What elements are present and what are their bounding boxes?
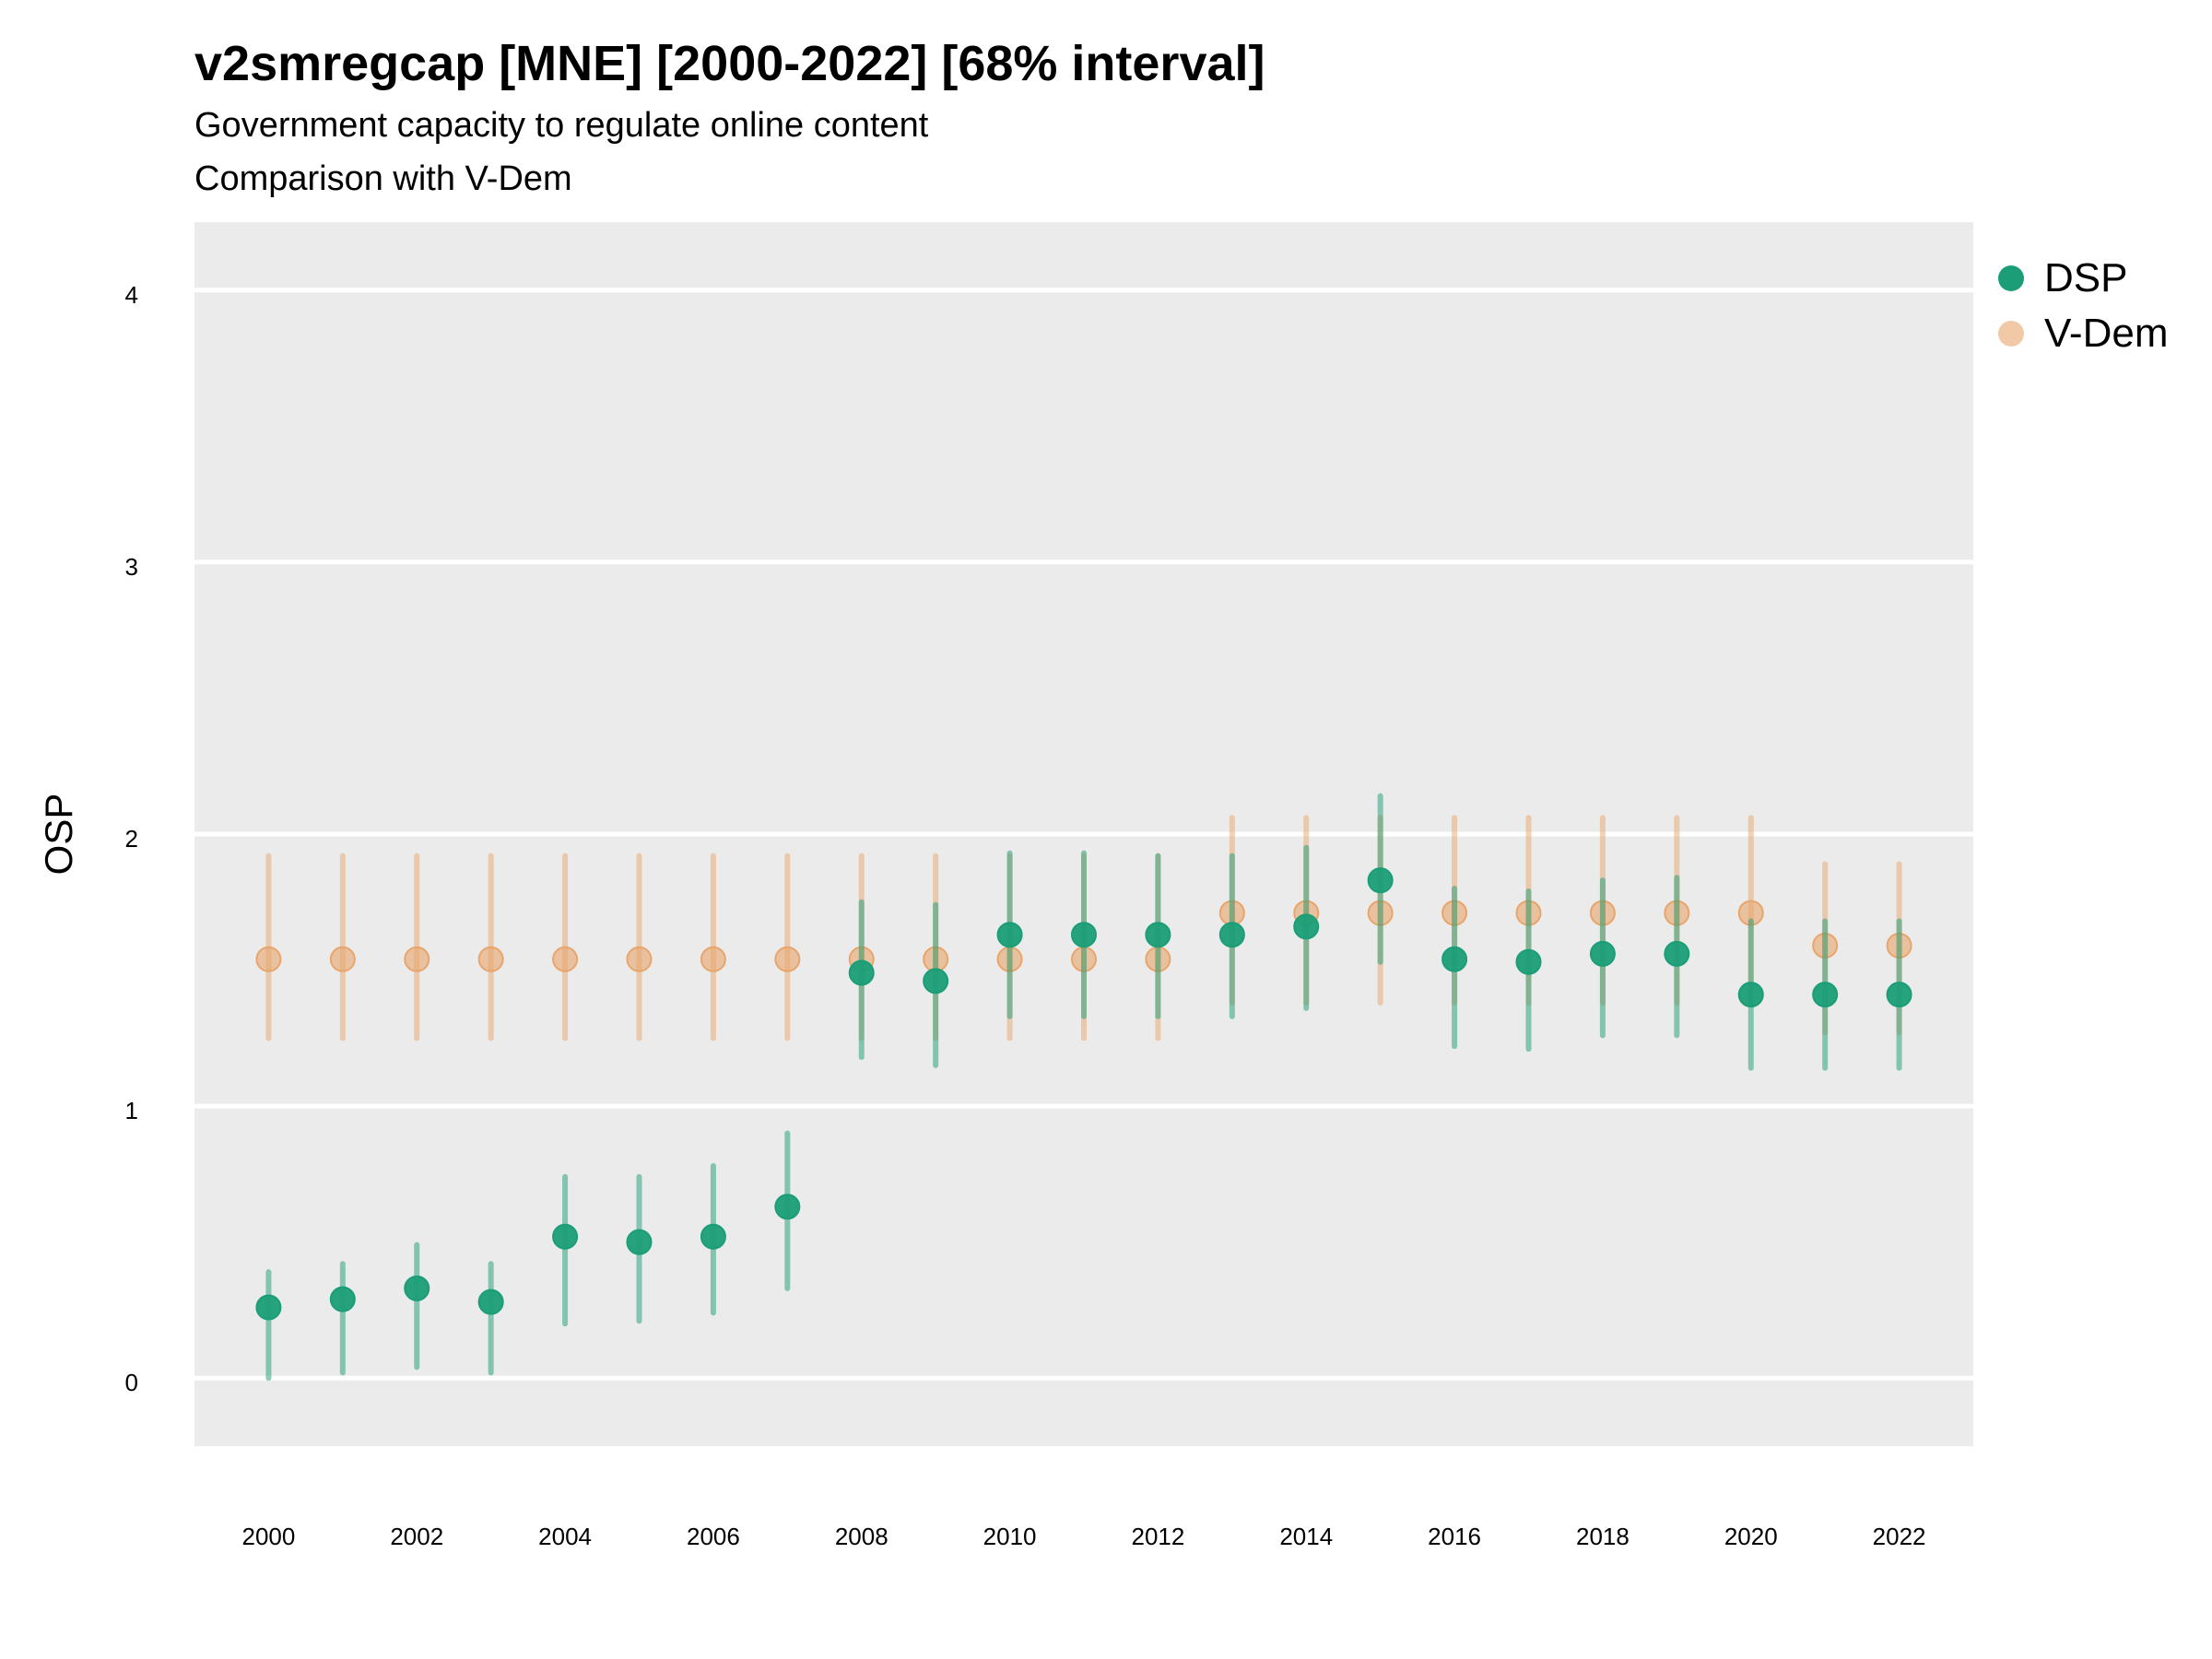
legend-label-dsp: DSP — [2044, 255, 2128, 300]
y-tick-label: 0 — [125, 1369, 138, 1396]
y-tick-labels: 0 1 2 3 4 — [125, 281, 138, 1396]
x-tick-label: 2014 — [1279, 1523, 1333, 1550]
x-tick-label: 2002 — [390, 1523, 443, 1550]
x-tick-label: 2022 — [1873, 1523, 1926, 1550]
legend-item-vdem: V-Dem — [1998, 306, 2168, 361]
x-tick-label: 2008 — [835, 1523, 888, 1550]
point-dsp — [477, 1288, 504, 1315]
y-tick-label: 3 — [125, 553, 138, 581]
x-tick-labels: 2000 2002 2004 2006 2008 2010 2012 2014 2016 2018… — [241, 1523, 1925, 1550]
point-dsp — [1737, 982, 1764, 1008]
legend-item-dsp: DSP — [1998, 251, 2168, 306]
point-dsp — [700, 1223, 726, 1250]
point-dsp — [404, 1275, 430, 1301]
y-tick-label: 2 — [125, 825, 138, 853]
point-dsp — [1071, 922, 1097, 948]
point-dsp — [1664, 940, 1690, 967]
point-vdem — [774, 946, 801, 972]
series-dsp — [255, 793, 1912, 1382]
chart-subtitle-comparison: Comparison with V-Dem — [194, 159, 572, 198]
point-dsp — [1218, 922, 1245, 948]
point-vdem — [552, 946, 579, 972]
point-dsp — [848, 959, 875, 986]
data-marks — [255, 793, 1912, 1382]
point-dsp — [1145, 922, 1171, 948]
point-dsp — [923, 968, 949, 994]
x-tick-label: 2018 — [1576, 1523, 1630, 1550]
point-dsp — [1367, 867, 1394, 894]
chart-subtitle: Government capacity to regulate online c… — [194, 106, 929, 145]
point-vdem — [626, 946, 653, 972]
x-tick-label: 2016 — [1428, 1523, 1481, 1550]
point-dsp — [1886, 982, 1912, 1008]
legend-key-dsp — [1998, 265, 2024, 291]
point-dsp — [774, 1194, 801, 1220]
x-tick-label: 2000 — [241, 1523, 295, 1550]
point-vdem — [700, 946, 726, 972]
y-tick-label: 1 — [125, 1097, 138, 1124]
y-tick-label: 4 — [125, 281, 138, 309]
point-vdem — [329, 946, 356, 972]
y-axis-title: OSP — [37, 794, 80, 876]
x-tick-label: 2004 — [538, 1523, 592, 1550]
point-vdem — [477, 946, 504, 972]
point-dsp — [1812, 982, 1839, 1008]
point-dsp — [255, 1294, 282, 1321]
point-dsp — [1589, 940, 1616, 967]
point-vdem — [255, 946, 282, 972]
point-dsp — [626, 1229, 653, 1255]
legend: DSP V-Dem — [1998, 251, 2168, 361]
point-vdem — [404, 946, 430, 972]
x-tick-label: 2012 — [1131, 1523, 1184, 1550]
point-dsp — [1293, 913, 1320, 940]
x-tick-label: 2010 — [983, 1523, 1037, 1550]
point-dsp — [552, 1223, 579, 1250]
x-tick-label: 2020 — [1724, 1523, 1778, 1550]
x-tick-label: 2006 — [687, 1523, 740, 1550]
point-dsp — [996, 922, 1023, 948]
chart-title: v2smregcap [MNE] [2000-2022] [68% interv… — [194, 36, 1265, 91]
point-dsp — [1515, 948, 1542, 975]
point-dsp — [329, 1286, 356, 1312]
legend-key-vdem — [1998, 321, 2024, 347]
legend-label-vdem: V-Dem — [2044, 311, 2169, 356]
point-dsp — [1441, 946, 1468, 972]
